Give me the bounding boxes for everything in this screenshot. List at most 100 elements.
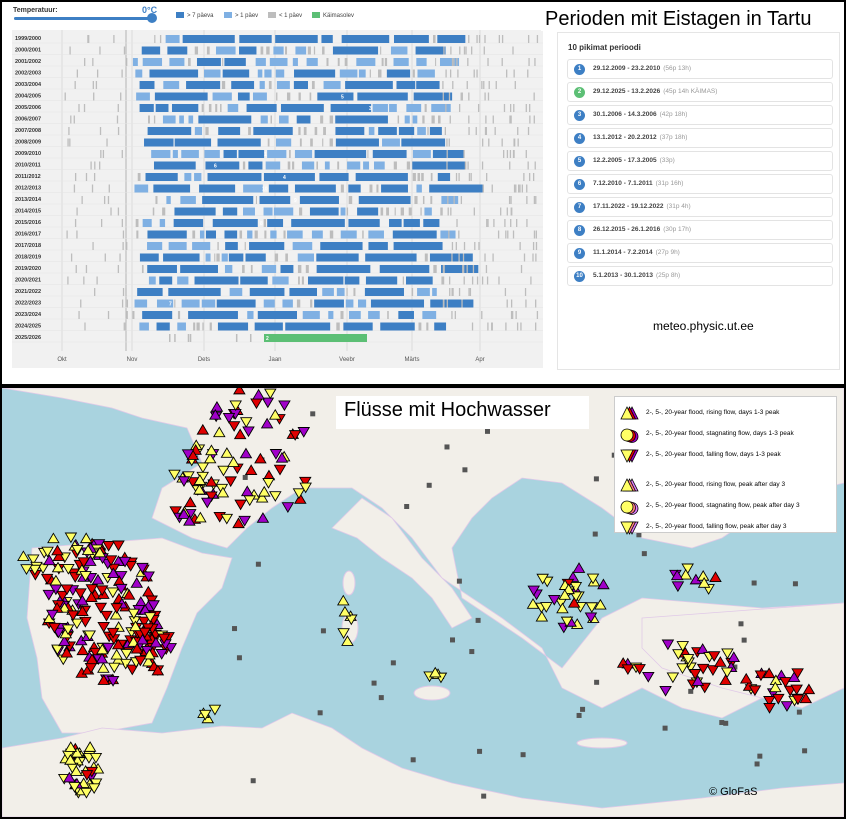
medium-period-bar[interactable] xyxy=(417,288,430,296)
medium-period-bar[interactable] xyxy=(382,138,400,147)
long-period-bar[interactable] xyxy=(355,173,408,181)
long-period-bar[interactable] xyxy=(182,35,235,43)
medium-period-bar[interactable] xyxy=(142,219,152,227)
long-period-bar[interactable] xyxy=(153,161,196,170)
long-period-bar[interactable] xyxy=(173,219,204,227)
medium-period-bar[interactable] xyxy=(265,161,281,170)
flood-marker-falling[interactable] xyxy=(763,696,776,707)
short-period-bar[interactable] xyxy=(394,207,396,216)
long-period-bar[interactable] xyxy=(357,207,379,216)
flood-marker-falling[interactable] xyxy=(77,557,90,569)
flood-marker-falling[interactable] xyxy=(536,573,549,585)
flood-marker-falling[interactable] xyxy=(337,628,350,639)
flood-marker-falling[interactable] xyxy=(527,585,541,597)
medium-period-bar[interactable] xyxy=(184,173,192,181)
long-period-bar[interactable] xyxy=(320,242,363,250)
short-period-bar[interactable] xyxy=(266,46,270,55)
long-period-bar[interactable] xyxy=(378,127,397,135)
flood-marker-falling[interactable] xyxy=(584,612,598,624)
flood-marker-falling[interactable] xyxy=(345,614,358,626)
short-period-bar[interactable] xyxy=(420,207,422,216)
flood-marker-falling[interactable] xyxy=(676,641,690,652)
flood-marker-rising[interactable] xyxy=(257,485,271,497)
short-period-bar[interactable] xyxy=(397,115,400,124)
flood-marker-falling[interactable] xyxy=(688,669,702,680)
long-period-bar[interactable] xyxy=(321,35,333,43)
short-period-bar[interactable] xyxy=(346,207,349,216)
long-period-bar[interactable] xyxy=(153,184,191,193)
short-period-bar[interactable] xyxy=(430,196,433,204)
flood-marker-falling[interactable] xyxy=(112,540,125,552)
flood-marker-rising[interactable] xyxy=(109,608,123,620)
flood-marker-falling[interactable] xyxy=(143,612,157,623)
flood-marker-falling[interactable] xyxy=(136,562,149,574)
flood-marker-rising[interactable] xyxy=(526,598,540,609)
flood-marker-falling[interactable] xyxy=(79,571,92,582)
long-period-bar[interactable] xyxy=(228,253,244,262)
medium-period-bar[interactable] xyxy=(263,207,273,216)
medium-period-bar[interactable] xyxy=(194,173,202,181)
flood-marker-falling[interactable] xyxy=(238,515,251,527)
medium-period-bar[interactable] xyxy=(199,230,205,239)
flood-marker-rising[interactable] xyxy=(762,667,776,679)
long-period-bar[interactable] xyxy=(267,219,284,227)
short-period-bar[interactable] xyxy=(326,58,329,66)
flood-marker-falling[interactable] xyxy=(46,609,59,621)
medium-period-bar[interactable] xyxy=(358,69,366,78)
short-period-bar[interactable] xyxy=(292,161,295,170)
flood-marker-rising[interactable] xyxy=(679,568,692,580)
long-period-bar[interactable] xyxy=(139,81,155,89)
long-period-bar[interactable] xyxy=(246,104,277,112)
flood-marker-falling[interactable] xyxy=(80,787,93,799)
short-period-bar[interactable] xyxy=(205,127,209,135)
short-period-bar[interactable] xyxy=(136,230,139,239)
flood-marker-rising[interactable] xyxy=(338,605,352,617)
short-period-bar[interactable] xyxy=(254,230,258,239)
flood-marker-falling[interactable] xyxy=(198,709,212,721)
medium-period-bar[interactable] xyxy=(272,276,289,285)
flood-marker-rising[interactable] xyxy=(127,636,140,647)
short-period-bar[interactable] xyxy=(263,219,267,227)
medium-period-bar[interactable] xyxy=(279,115,289,124)
long-period-bar[interactable] xyxy=(380,322,415,331)
long-period-bar[interactable] xyxy=(309,207,339,216)
short-period-bar[interactable] xyxy=(427,127,429,135)
medium-period-bar[interactable] xyxy=(201,299,216,308)
flood-marker-rising[interactable] xyxy=(210,400,224,412)
flood-marker-rising[interactable] xyxy=(107,567,120,579)
medium-period-bar[interactable] xyxy=(431,104,451,112)
long-period-bar[interactable] xyxy=(415,46,446,55)
flood-marker-falling[interactable] xyxy=(110,603,124,614)
flood-marker-falling[interactable] xyxy=(269,491,282,502)
short-period-bar[interactable] xyxy=(337,58,340,66)
flood-marker-falling[interactable] xyxy=(633,664,646,675)
temperature-slider-handle[interactable] xyxy=(147,13,157,23)
medium-period-bar[interactable] xyxy=(328,311,334,319)
short-period-bar[interactable] xyxy=(209,322,212,331)
flood-marker-falling[interactable] xyxy=(186,477,200,488)
long-period-bar[interactable] xyxy=(423,219,440,227)
medium-period-bar[interactable] xyxy=(177,322,186,331)
long-period-bar[interactable] xyxy=(249,288,285,296)
flood-marker-falling[interactable] xyxy=(560,616,574,628)
long-period-bar[interactable] xyxy=(381,184,408,193)
long-period-bar[interactable] xyxy=(314,150,367,158)
medium-period-bar[interactable] xyxy=(295,46,307,55)
medium-period-bar[interactable] xyxy=(151,150,171,158)
flood-marker-rising[interactable] xyxy=(714,656,727,667)
long-period-bar[interactable] xyxy=(358,196,411,204)
short-period-bar[interactable] xyxy=(206,46,210,55)
short-period-bar[interactable] xyxy=(344,58,348,66)
period-row[interactable]: 6 7.12.2010 - 7.1.2011 (31p 16h) xyxy=(567,174,833,194)
flood-marker-falling[interactable] xyxy=(234,499,247,511)
medium-period-bar[interactable] xyxy=(192,242,211,250)
short-period-bar[interactable] xyxy=(285,46,288,55)
flood-marker-falling[interactable] xyxy=(208,704,222,716)
flood-marker-falling[interactable] xyxy=(585,602,599,613)
flood-marker-rising[interactable] xyxy=(341,635,354,646)
period-row[interactable]: 3 30.1.2006 - 14.3.2006 (42p 18h) xyxy=(567,105,833,125)
medium-period-bar[interactable] xyxy=(215,46,236,55)
flood-marker-falling[interactable] xyxy=(621,664,635,676)
flood-marker-falling[interactable] xyxy=(56,590,69,602)
flood-marker-falling[interactable] xyxy=(217,465,230,477)
